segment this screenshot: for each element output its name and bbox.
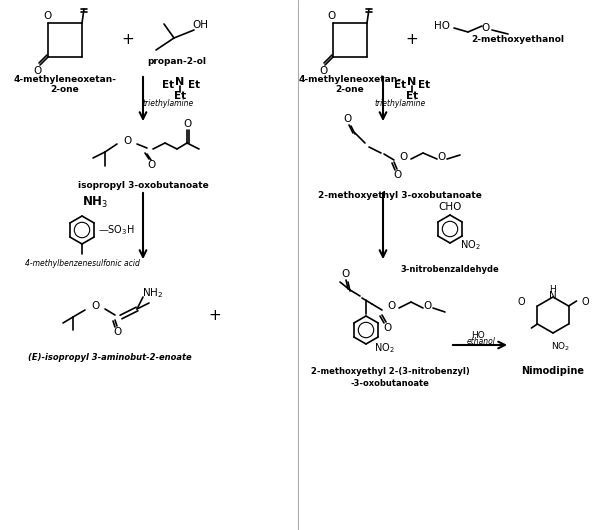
Text: O: O [393,170,401,180]
Text: HO: HO [471,331,485,340]
Text: Et: Et [418,80,430,90]
Text: O: O [328,11,336,21]
Text: O: O [388,301,396,311]
Text: N: N [549,291,557,301]
Text: 4-methyleneoxetan-: 4-methyleneoxetan- [14,75,116,84]
Text: O: O [91,301,99,311]
Text: O: O [581,297,589,307]
Text: 2-methoxyethyl 2-(3-nitrobenzyl): 2-methoxyethyl 2-(3-nitrobenzyl) [311,367,469,376]
Text: NH$_2$: NH$_2$ [142,286,164,300]
Text: O: O [147,160,155,170]
Text: triethylamine: triethylamine [142,99,194,108]
Text: —SO$_3$H: —SO$_3$H [98,223,135,237]
Text: O: O [319,66,327,76]
Text: O: O [113,327,121,337]
Text: NO$_2$: NO$_2$ [374,341,394,355]
Text: H: H [550,285,556,294]
Text: -3-oxobutanoate: -3-oxobutanoate [350,379,430,388]
Text: Et: Et [174,91,186,101]
Text: O: O [482,23,490,33]
Text: OH: OH [192,20,208,30]
Text: O: O [342,269,350,279]
Text: 3-nitrobenzaldehyde: 3-nitrobenzaldehyde [401,264,499,273]
Text: O: O [344,114,352,124]
Text: 2-methoxyethanol: 2-methoxyethanol [472,34,565,43]
Text: O: O [123,136,131,146]
Text: O: O [184,119,192,129]
Text: 2-one: 2-one [335,85,364,94]
Text: NO$_2$: NO$_2$ [551,341,571,354]
Text: 4-methylbenzenesulfonic acid: 4-methylbenzenesulfonic acid [25,260,139,269]
Text: +: + [122,32,134,48]
Text: O: O [423,301,431,311]
Text: +: + [209,307,221,322]
Text: HO: HO [434,21,450,31]
Text: O: O [34,66,42,76]
Text: isopropyl 3-oxobutanoate: isopropyl 3-oxobutanoate [77,181,208,190]
Text: Et: Et [406,91,418,101]
Text: Et: Et [162,80,174,90]
Text: propan-2-ol: propan-2-ol [148,57,206,66]
Text: triethylamine: triethylamine [374,99,425,108]
Text: 4-methyleneoxetan-: 4-methyleneoxetan- [299,75,401,84]
Text: Nimodipine: Nimodipine [521,366,584,376]
Text: +: + [406,32,418,48]
Text: O: O [437,152,445,162]
Text: NO$_2$: NO$_2$ [460,238,481,252]
Text: CHO: CHO [439,202,461,212]
Text: O: O [383,323,391,333]
Text: 2-one: 2-one [50,85,79,94]
Text: NH$_3$: NH$_3$ [82,195,108,209]
Text: O: O [43,11,51,21]
Text: O: O [517,297,525,307]
Text: 2-methoxyethyl 3-oxobutanoate: 2-methoxyethyl 3-oxobutanoate [318,190,482,199]
Text: Et: Et [394,80,406,90]
Text: (E)-isopropyl 3-aminobut-2-enoate: (E)-isopropyl 3-aminobut-2-enoate [28,352,192,361]
Text: O: O [400,152,408,162]
Text: N: N [407,77,416,87]
Text: N: N [175,77,185,87]
Text: Et: Et [188,80,200,90]
Text: ethanol: ethanol [467,338,496,347]
